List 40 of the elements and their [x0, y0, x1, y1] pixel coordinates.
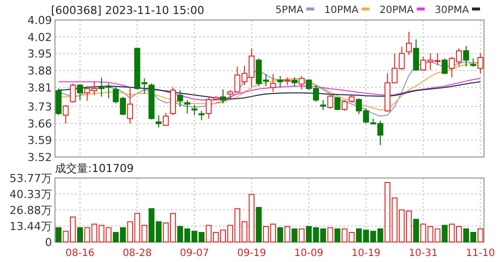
- bar: [77, 227, 83, 242]
- y-tick-label: 3.59: [28, 134, 52, 148]
- y-tick-label: 13.44万: [10, 220, 52, 234]
- bar: [277, 227, 284, 242]
- y-tick-label: 4.09: [28, 14, 52, 27]
- y-tick-label: 3.88: [28, 64, 52, 78]
- y-tick-label: 4.02: [28, 30, 52, 44]
- bar: [292, 228, 298, 242]
- bar: [256, 206, 262, 242]
- x-tick-label: 11-10: [466, 248, 495, 259]
- x-tick-label: 09-07: [180, 248, 209, 259]
- legend-label: 30PMA: [434, 5, 470, 16]
- bar: [327, 227, 334, 242]
- x-tick-label: 09-19: [237, 248, 266, 259]
- bar: [477, 228, 484, 242]
- y-tick-label: 0: [45, 236, 52, 249]
- x-tick-label: 08-28: [122, 248, 152, 259]
- y-tick-label: 3.95: [28, 48, 52, 61]
- bar: [442, 224, 448, 242]
- x-tick-label: 08-16: [65, 248, 95, 259]
- bar: [56, 227, 62, 242]
- legend-label: 20PMA: [380, 5, 414, 16]
- bar: [334, 228, 340, 242]
- chart-title: 成交量:101709: [55, 162, 134, 175]
- legend-label: 5PMA: [275, 5, 304, 16]
- bar: [298, 228, 305, 242]
- y-tick-label: 40.33万: [10, 188, 52, 201]
- x-tick-label: 10-31: [408, 248, 438, 259]
- bar: [284, 226, 290, 242]
- y-tick-label: 26.88万: [10, 204, 52, 218]
- y-tick-label: 3.81: [28, 81, 52, 94]
- x-tick-label: 10-19: [351, 248, 381, 259]
- legend-label: 10PMA: [324, 5, 359, 16]
- y-tick-label: 53.77万: [10, 172, 52, 185]
- x-tick-label: 10-09: [294, 248, 324, 259]
- y-tick-label: 3.73: [28, 100, 52, 114]
- bar: [413, 218, 420, 242]
- chart-title: [600368] 2023-11-10 15:00: [51, 4, 204, 17]
- y-tick-label: 3.52: [28, 151, 52, 164]
- y-tick-label: 3.66: [28, 117, 52, 130]
